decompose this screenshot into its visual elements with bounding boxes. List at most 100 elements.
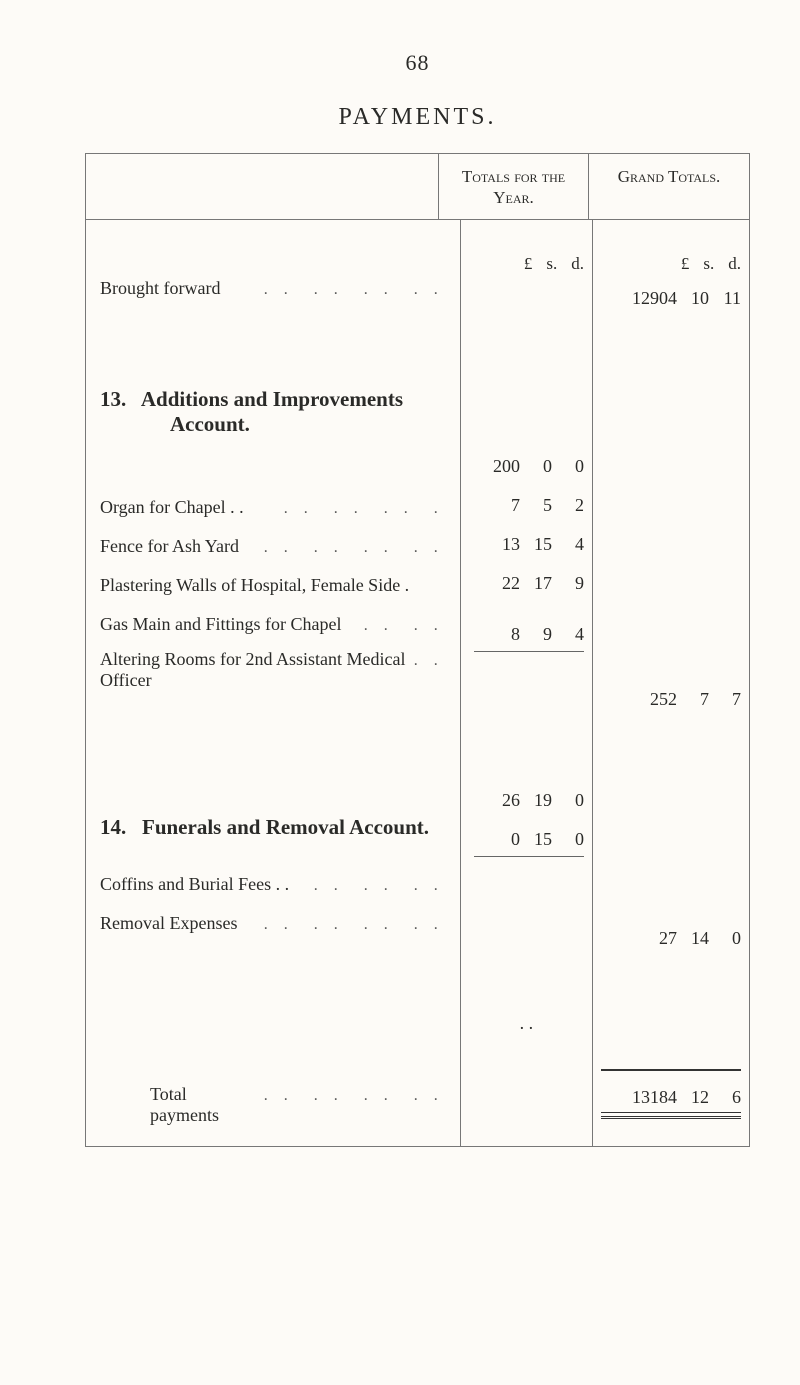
ledger-table: Totals for the Year. Grand Totals. Broug… (85, 153, 750, 1147)
amt-L: 27 (629, 928, 677, 949)
pound-symbol: £ (681, 254, 690, 274)
section13-heading: 13. Additions and Improvements Account. (100, 387, 450, 437)
amt-L: 22 (472, 573, 520, 594)
lsd-header-grand: £ s. d. (601, 254, 741, 274)
amt-s: 19 (530, 790, 552, 811)
amt-s: 14 (687, 928, 709, 949)
total-payments-line: Total payments . . . . . . . . (100, 1084, 450, 1126)
header-grand: Grand Totals. (589, 154, 749, 219)
amount: 8 9 4 (472, 624, 584, 645)
pence-symbol: d. (728, 254, 741, 274)
amount: 26 19 0 (472, 790, 584, 811)
amt-s: 10 (687, 288, 709, 309)
amount: 0 15 0 (472, 829, 584, 850)
grand-column: £ s. d. 12904 10 11 252 7 7 27 (593, 220, 749, 1146)
amt-s: 5 (530, 495, 552, 516)
header-year: Totals for the Year. (439, 154, 589, 219)
amt-d: 0 (562, 790, 584, 811)
desc-column: Brought forward . . . . . . . . 13. Addi… (86, 220, 461, 1146)
amount: 22 17 9 (472, 573, 584, 594)
amount: 13 15 4 (472, 534, 584, 555)
amt-L: 0 (472, 829, 520, 850)
amt-d: 0 (719, 928, 741, 949)
list-item: Fence for Ash Yard . . . . . . . . (100, 536, 450, 557)
amt-L: 13184 (629, 1087, 677, 1108)
section14-heading: 14. Funerals and Removal Account. (100, 815, 450, 840)
item-label: Fence for Ash Yard (100, 536, 258, 557)
shilling-symbol: s. (546, 254, 557, 274)
amt-L: 252 (629, 689, 677, 710)
amt-s: 7 (687, 689, 709, 710)
section14-subtotal: 27 14 0 (629, 928, 741, 949)
amt-d: 6 (719, 1087, 741, 1108)
amt-s: 17 (530, 573, 552, 594)
list-item: Coffins and Burial Fees . . . . . . . . (100, 874, 450, 895)
section13-title: Additions and Improvements (141, 387, 403, 411)
leader-dots: . . . . . . (308, 877, 450, 895)
header-desc (86, 154, 439, 219)
item-label: Altering Rooms for 2nd Assistant Medical… (100, 649, 408, 691)
amt-s: 9 (530, 624, 552, 645)
list-item: Gas Main and Fittings for Chapel . . . . (100, 614, 450, 635)
section14-title: Funerals and Removal Account. (142, 815, 429, 839)
grand-rule-top (601, 1069, 741, 1071)
lsd-header-year: £ s. d. (469, 254, 584, 274)
table-header-row: Totals for the Year. Grand Totals. (86, 154, 749, 220)
amt-L: 8 (472, 624, 520, 645)
pence-symbol: d. (571, 254, 584, 274)
amt-d: 4 (562, 624, 584, 645)
total-payments-amount: 13184 12 6 (629, 1087, 741, 1108)
brought-forward-amount: 12904 10 11 (629, 288, 741, 309)
ellipsis: . . (469, 1013, 584, 1034)
page: 68 PAYMENTS. Totals for the Year. Grand … (0, 0, 800, 1385)
amt-s: 12 (687, 1087, 709, 1108)
item-label: Removal Expenses (100, 913, 258, 934)
amt-d: 11 (719, 288, 741, 309)
leader-dots: . . . . . . . . (258, 539, 450, 557)
amt-L: 26 (472, 790, 520, 811)
leader-dots: . . . . . . . (278, 500, 450, 518)
amt-L: 13 (472, 534, 520, 555)
leader-dots: . . . . . . . . (258, 1087, 450, 1105)
list-item: Organ for Chapel . . . . . . . . . (100, 497, 450, 518)
leader-dots: . . . . . . . . (258, 281, 450, 299)
table-body: Brought forward . . . . . . . . 13. Addi… (86, 220, 749, 1146)
total-payments-label: Total payments (100, 1084, 258, 1126)
leader-dots: . . . . . . . . (258, 916, 450, 934)
leader-dots: . . (408, 652, 450, 670)
year-column: £ s. d. 200 0 0 7 5 2 (461, 220, 593, 1146)
shilling-symbol: s. (703, 254, 714, 274)
pound-symbol: £ (524, 254, 533, 274)
list-item: Altering Rooms for 2nd Assistant Medical… (100, 649, 450, 691)
amt-L: 200 (472, 456, 520, 477)
item-label: Plastering Walls of Hospital, Female Sid… (100, 575, 450, 596)
amt-d: 9 (562, 573, 584, 594)
amt-d: 2 (562, 495, 584, 516)
page-number: 68 (85, 50, 750, 76)
leader-dots: . . . . (358, 617, 450, 635)
list-item: Removal Expenses . . . . . . . . (100, 913, 450, 934)
amount: 7 5 2 (472, 495, 584, 516)
item-label: Coffins and Burial Fees . . (100, 874, 308, 895)
section13-subtotal: 252 7 7 (629, 689, 741, 710)
amt-d: 7 (719, 689, 741, 710)
list-item: Plastering Walls of Hospital, Female Sid… (100, 575, 450, 596)
amt-L: 7 (472, 495, 520, 516)
amt-d: 0 (562, 456, 584, 477)
grand-double-rule (601, 1112, 741, 1119)
brought-forward-line: Brought forward . . . . . . . . (100, 278, 450, 299)
section13-no: 13. (100, 387, 126, 411)
page-title: PAYMENTS. (85, 104, 750, 131)
amt-s: 15 (530, 534, 552, 555)
item-label: Organ for Chapel . . (100, 497, 278, 518)
item-label: Gas Main and Fittings for Chapel (100, 614, 358, 635)
amount: 200 0 0 (472, 456, 584, 477)
section13-title2: Account. (100, 412, 450, 437)
amt-d: 4 (562, 534, 584, 555)
amt-d: 0 (562, 829, 584, 850)
brought-forward-label: Brought forward (100, 278, 258, 299)
amt-s: 15 (530, 829, 552, 850)
amt-L: 12904 (629, 288, 677, 309)
amt-s: 0 (530, 456, 552, 477)
section14-no: 14. (100, 815, 126, 839)
